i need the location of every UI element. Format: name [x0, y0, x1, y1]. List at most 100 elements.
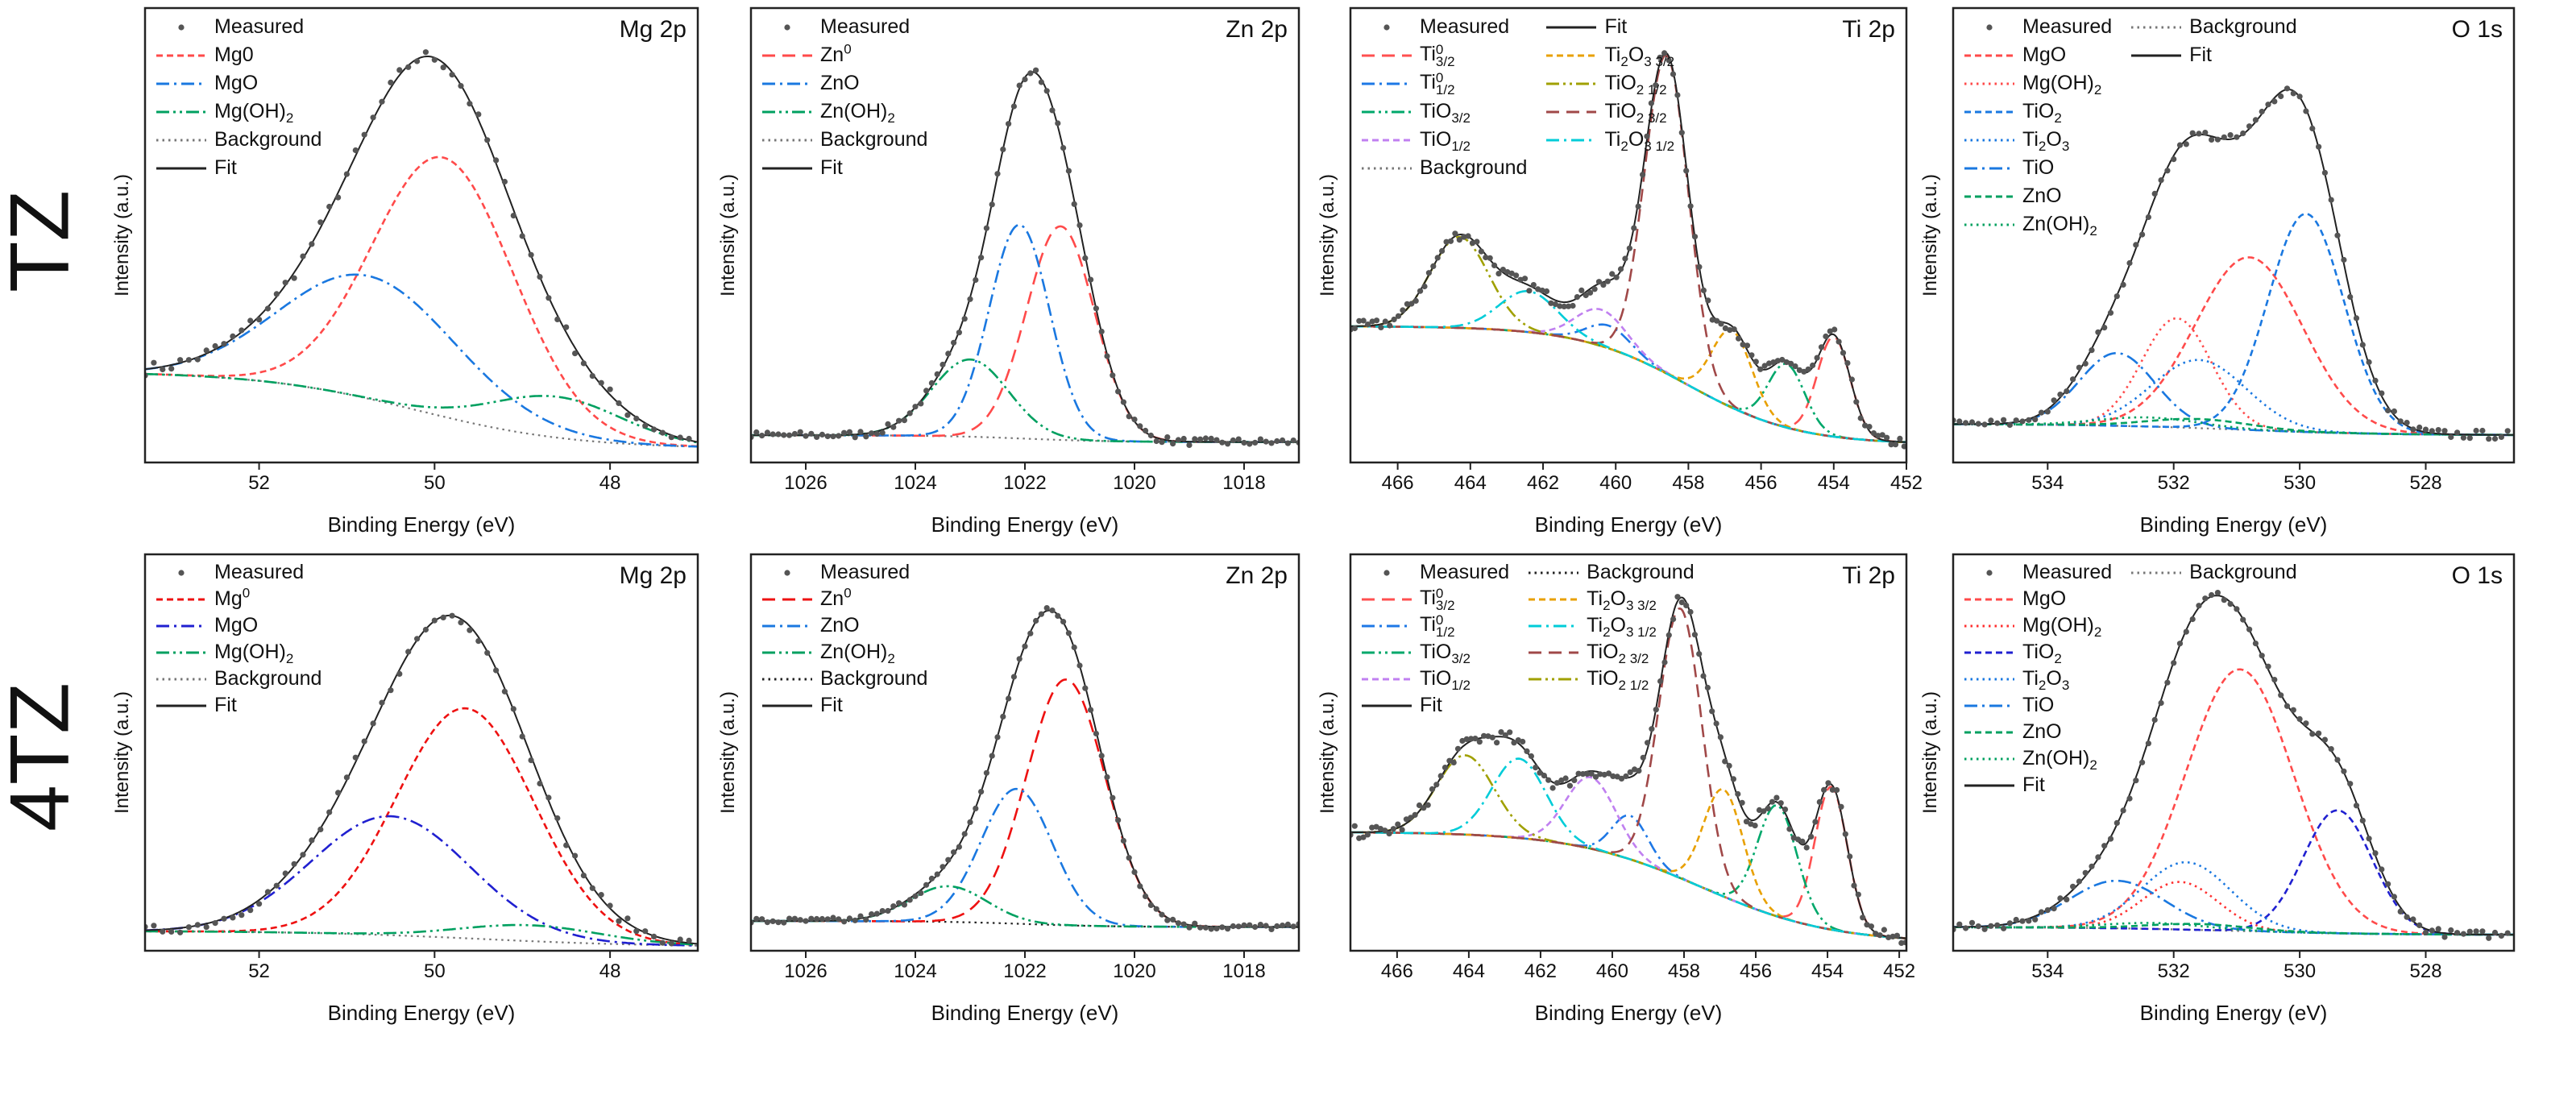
legend-item-background: Background: [156, 666, 321, 692]
measured-point: [2259, 653, 2265, 659]
measured-point: [973, 276, 979, 284]
measured-point: [1082, 255, 1089, 261]
measured-point: [405, 64, 412, 70]
x-tick-label: 460: [1599, 472, 1632, 494]
measured-point: [2139, 231, 2146, 238]
legend-label: Measured: [820, 561, 911, 583]
measured-point: [2341, 256, 2347, 263]
measured-point: [1369, 318, 1375, 325]
measured-point: [1465, 233, 1471, 239]
measured-point: [317, 219, 324, 226]
legend-spacer: [2131, 719, 2296, 745]
legend-swatch: [156, 678, 206, 680]
component-curve-c6: [1350, 607, 1906, 939]
legend-swatch: [1383, 23, 1390, 31]
measured-point: [1770, 359, 1777, 366]
legend-item-c1: ZnO: [762, 69, 927, 97]
measured-point: [1808, 833, 1815, 840]
legend-swatch: [1964, 223, 2014, 226]
measured-point: [1829, 786, 1836, 793]
legend-swatch: [1362, 598, 1412, 600]
legend-label: Ti2O3 1/2: [1587, 614, 1657, 640]
measured-point: [1524, 748, 1530, 754]
measured-point: [824, 433, 831, 440]
legend-swatch: [762, 651, 812, 653]
x-tick-label: 452: [1889, 472, 1923, 494]
x-tick-label: 1022: [1003, 960, 1047, 982]
measured-point: [1520, 738, 1526, 745]
measured-point: [1687, 608, 1694, 616]
measured-point: [2454, 930, 2461, 936]
measured-point: [2372, 377, 2379, 384]
xps-panel-tz-o-1s: 534 532 530 528 O 1s Binding Energy (eV) Inten…: [1919, 6, 2516, 537]
legend-swatch: [1964, 598, 2014, 600]
legend-spacer: [2131, 586, 2296, 612]
measured-point: [1592, 773, 1599, 780]
legend-swatch: [762, 167, 812, 169]
legend-spacer: [2131, 154, 2296, 182]
background-curve: [145, 373, 698, 448]
legend-item-c6: Zn(OH)2: [1964, 745, 2112, 772]
measured-point: [1513, 272, 1520, 279]
x-tick-label: 458: [1667, 960, 1701, 982]
measured-point: [803, 918, 809, 924]
measured-point: [1247, 441, 1253, 447]
measured-point: [1478, 248, 1484, 255]
measured-point: [2359, 342, 2366, 348]
measured-point: [2202, 595, 2209, 602]
measured-point: [1548, 300, 1554, 306]
component-curve-c0: [145, 156, 698, 448]
measured-point: [1888, 442, 1894, 448]
component-curve-c2: [751, 358, 1299, 443]
measured-point: [1049, 107, 1056, 114]
measured-point: [2341, 768, 2347, 774]
measured-point: [1159, 911, 1165, 918]
measured-point: [1408, 301, 1415, 307]
measured-point: [2240, 130, 2246, 137]
measured-point: [2019, 918, 2026, 924]
measured-point: [928, 875, 935, 881]
measured-point: [230, 333, 236, 339]
measured-point: [1530, 282, 1537, 288]
legend-spacer: [2131, 182, 2296, 210]
measured-point: [759, 433, 765, 439]
measured-point: [1153, 906, 1159, 912]
measured-point: [1143, 427, 1149, 434]
measured-point: [1489, 734, 1495, 740]
measured-point: [1963, 420, 1969, 426]
measured-point: [1744, 342, 1751, 349]
measured-point: [264, 889, 271, 895]
legend-label: TiO2 3/2: [1587, 641, 1649, 666]
measured-point: [1609, 271, 1616, 277]
x-tick-label: 52: [248, 472, 270, 494]
measured-point: [918, 890, 924, 896]
measured-point: [2359, 817, 2366, 823]
component-curve-c3: [1953, 359, 2514, 437]
measured-point: [2234, 134, 2240, 140]
measured-point: [951, 339, 957, 346]
measured-point: [830, 914, 836, 921]
legend-swatch: [762, 704, 812, 707]
measured-point: [1225, 441, 1231, 447]
measured-point: [572, 852, 579, 859]
row-label-tz: TZ: [0, 189, 87, 293]
measured-point: [1143, 893, 1149, 899]
measured-point: [1769, 798, 1776, 805]
measured-point: [510, 706, 516, 712]
measured-point: [869, 430, 875, 437]
measured-point: [1164, 917, 1171, 923]
measured-point: [885, 421, 891, 428]
measured-point: [1180, 921, 1187, 927]
measured-point: [1268, 926, 1275, 932]
measured-point: [2303, 108, 2309, 114]
legend-label: Measured: [214, 561, 305, 583]
measured-point: [2113, 819, 2120, 826]
legend-label: TiO: [2022, 694, 2055, 716]
measured-point: [1137, 423, 1143, 429]
measured-point: [2404, 914, 2410, 920]
measured-point: [352, 754, 359, 761]
legend-swatch: [762, 678, 812, 680]
legend-item-c0: Ti 0 3/2: [1362, 41, 1527, 69]
measured-point: [449, 612, 455, 619]
measured-point: [1387, 322, 1393, 329]
